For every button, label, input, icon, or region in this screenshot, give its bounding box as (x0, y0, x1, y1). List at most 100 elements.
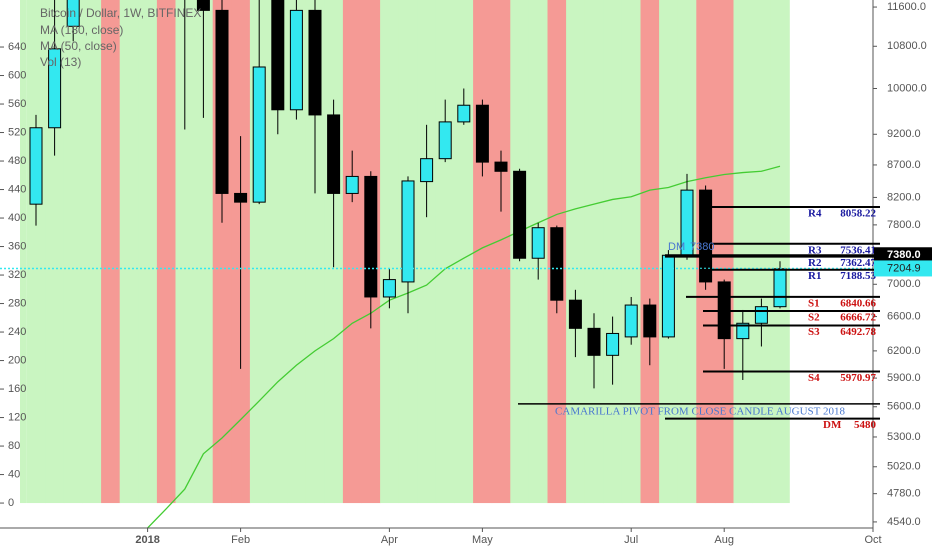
candle-body (699, 189, 713, 283)
plot (0, 0, 873, 528)
y2-tick-label: 10800.0 (887, 40, 927, 52)
candle-body (457, 104, 471, 123)
y2-tick-label: 8700.0 (887, 159, 921, 171)
level-name: R2 (808, 257, 822, 269)
candle-body (364, 175, 378, 298)
x-tick-label: May (472, 534, 493, 546)
candle-body (401, 180, 415, 283)
y-tick-label: 320 (8, 269, 26, 281)
y-tick-label: 480 (8, 155, 26, 167)
y2-tick-label: 7000.0 (887, 278, 921, 290)
level-value: 6492.78 (840, 326, 876, 338)
candle-body (289, 9, 303, 111)
level-name: S1 (808, 297, 820, 309)
ma-line (147, 165, 781, 528)
level-value: 5970.97 (840, 372, 876, 384)
y2-tick-label: 5300.0 (887, 431, 921, 443)
y-tick-label: 240 (8, 326, 26, 338)
y-tick-label: 600 (8, 69, 26, 81)
band (305, 0, 325, 504)
legend-item: MA (180, close) (40, 23, 123, 37)
candle-body (661, 254, 675, 338)
y2-tick-label: 5020.0 (887, 461, 921, 473)
y2-tick-label: 8200.0 (887, 191, 921, 203)
band (101, 0, 121, 504)
candle-body (308, 9, 322, 116)
band (342, 0, 362, 504)
level-name: R4 (808, 208, 822, 220)
y2-tick-label: 9200.0 (887, 128, 921, 140)
y-tick-label: 560 (8, 98, 26, 110)
candle-body (196, 0, 210, 11)
y2-tick-label: 4540.0 (887, 516, 921, 528)
level-value: 7188.53 (840, 270, 876, 282)
level-name: S3 (808, 326, 820, 338)
candle-body (624, 304, 638, 338)
x-tick-label: Feb (231, 534, 250, 546)
price-tag-label: 7380.0 (887, 249, 921, 261)
y-tick-label: 280 (8, 297, 26, 309)
y-tick-label: 520 (8, 126, 26, 138)
x-tick-label: Jul (624, 534, 638, 546)
band (733, 0, 753, 504)
level-value: 6840.66 (840, 297, 876, 309)
candle-body (494, 161, 508, 172)
band (119, 0, 139, 504)
candle-body (252, 66, 266, 203)
band (63, 0, 83, 504)
y2-tick-label: 5900.0 (887, 372, 921, 384)
band (175, 0, 195, 504)
candle-body (66, 0, 80, 27)
candle-body (773, 268, 787, 308)
level-name: S4 (808, 372, 820, 384)
band (287, 0, 307, 504)
camarilla-text: CAMARILLA PIVOT FROM CLOSE CANDLE AUGUST… (555, 405, 845, 417)
y-tick-label: 120 (8, 411, 26, 423)
level-name: DM (823, 419, 842, 431)
x-tick-label: Aug (714, 534, 734, 546)
band (714, 0, 734, 504)
band (194, 0, 214, 504)
candle-body (234, 192, 248, 203)
candle-body (29, 127, 43, 205)
level-value: 7536.41 (840, 244, 876, 256)
y2-tick-label: 4780.0 (887, 488, 921, 500)
y-tick-label: 640 (8, 41, 26, 53)
y2-tick-label: 11600.0 (887, 1, 926, 13)
chart-title: Bitcoin / Dollar, 1W, BITFINEX (40, 6, 201, 20)
candle-body (606, 332, 620, 356)
level-name: S2 (808, 312, 820, 324)
band (603, 0, 623, 504)
level-name: R1 (808, 270, 821, 282)
candle-body (568, 299, 582, 329)
candle-body (531, 227, 545, 259)
candle-body (345, 175, 359, 194)
candle-body (736, 322, 750, 340)
candle-body (475, 104, 489, 163)
band (640, 0, 660, 504)
y-tick-label: 40 (8, 468, 20, 480)
band (380, 0, 400, 504)
x-tick-label: 2018 (135, 534, 159, 546)
band (435, 0, 455, 504)
y-tick-label: 400 (8, 212, 26, 224)
y2-tick-label: 5600.0 (887, 401, 921, 413)
candle-body (382, 279, 396, 298)
candle-body (271, 0, 285, 111)
candle-body (420, 158, 434, 183)
y2-tick-label: 6200.0 (887, 345, 921, 357)
y-tick-label: 80 (8, 440, 20, 452)
level-name: R3 (808, 244, 822, 256)
band (82, 0, 102, 504)
band (584, 0, 604, 504)
price-tag (874, 247, 932, 264)
y-tick-label: 360 (8, 240, 26, 252)
level-value: 6666.72 (840, 312, 876, 324)
y-tick-label: 440 (8, 183, 26, 195)
band (138, 0, 158, 504)
band (566, 0, 586, 504)
price-tag-label: 7204.9 (887, 262, 921, 274)
y-tick-label: 0 (8, 497, 14, 509)
band (20, 0, 27, 504)
